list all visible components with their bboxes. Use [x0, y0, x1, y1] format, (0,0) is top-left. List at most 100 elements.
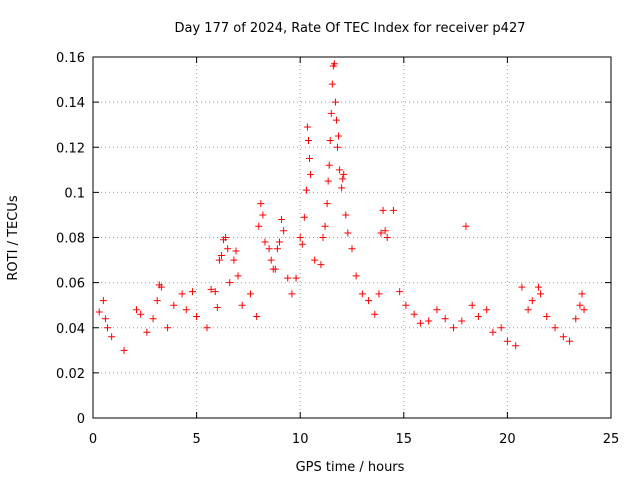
data-point — [215, 256, 223, 264]
data-point — [326, 136, 334, 144]
data-point — [104, 324, 112, 332]
data-point — [211, 288, 219, 296]
data-point — [503, 337, 511, 345]
data-point — [566, 337, 574, 345]
data-point — [230, 256, 238, 264]
data-point — [238, 301, 246, 309]
data-point — [534, 283, 542, 291]
data-point — [325, 161, 333, 169]
data-point — [344, 229, 352, 237]
data-point — [226, 279, 234, 287]
data-point — [157, 283, 165, 291]
data-point — [348, 245, 356, 253]
data-point — [328, 80, 336, 88]
data-point — [425, 317, 433, 325]
data-point — [246, 290, 254, 298]
data-point — [307, 170, 315, 178]
y-tick-label: 0.1 — [64, 186, 85, 201]
data-point — [149, 315, 157, 323]
data-point — [319, 234, 327, 241]
data-point — [143, 328, 151, 336]
data-point — [120, 346, 128, 354]
data-point — [317, 261, 325, 269]
data-point — [298, 240, 306, 248]
data-point — [273, 245, 281, 253]
data-point — [402, 301, 410, 309]
y-tick-label: 0.12 — [56, 141, 85, 156]
data-point — [311, 256, 319, 264]
data-point — [543, 312, 551, 320]
data-point — [416, 319, 424, 327]
data-point — [99, 297, 107, 305]
data-point — [559, 333, 567, 341]
data-point — [396, 288, 404, 296]
data-point — [306, 155, 314, 163]
data-point — [441, 315, 449, 323]
data-point — [518, 283, 526, 291]
x-axis-label: GPS time / hours — [296, 460, 405, 475]
data-point — [468, 301, 476, 309]
data-point — [265, 245, 273, 253]
x-tick-label: 15 — [396, 432, 413, 447]
data-point — [580, 306, 588, 314]
data-point — [292, 274, 300, 282]
data-point — [379, 206, 387, 214]
data-point — [259, 211, 267, 219]
data-point — [323, 200, 331, 208]
data-point — [232, 247, 240, 255]
y-tick-label: 0 — [77, 412, 85, 427]
y-axis-label: ROTI / TECUs — [6, 195, 21, 280]
y-axis-ticks: 0 0.02 0.04 0.06 0.08 0.1 0.12 0.14 0.16 — [56, 51, 611, 427]
y-tick-label: 0.16 — [56, 51, 85, 66]
data-point — [203, 324, 211, 332]
data-point — [275, 238, 283, 246]
data-point — [255, 222, 263, 230]
data-point — [497, 324, 505, 332]
x-tick-label: 20 — [499, 432, 516, 447]
data-point — [551, 324, 559, 332]
data-point — [342, 211, 350, 219]
data-point — [576, 301, 584, 309]
data-point — [324, 177, 332, 185]
data-point — [474, 312, 482, 320]
data-point — [178, 290, 186, 298]
data-point — [458, 317, 466, 325]
data-point — [170, 301, 178, 309]
data-point — [383, 234, 391, 241]
data-point — [300, 213, 308, 221]
data-point — [95, 308, 103, 316]
data-point — [462, 222, 470, 230]
data-point — [327, 109, 335, 117]
x-axis-ticks: 0 5 10 15 20 25 — [89, 57, 619, 447]
data-point — [331, 98, 339, 106]
data-point — [578, 290, 586, 298]
data-point — [253, 312, 261, 320]
data-point — [352, 272, 360, 280]
data-point — [512, 342, 520, 350]
data-point — [302, 186, 310, 194]
data-point — [207, 285, 215, 293]
data-point — [261, 238, 269, 246]
data-point — [304, 136, 312, 144]
data-point — [483, 306, 491, 314]
data-point — [213, 303, 221, 311]
data-point — [296, 234, 304, 241]
y-tick-label: 0.06 — [56, 277, 85, 292]
data-point — [375, 290, 383, 298]
data-point — [381, 227, 389, 235]
data-point — [288, 290, 296, 298]
data-point — [450, 324, 458, 332]
y-tick-label: 0.04 — [56, 322, 85, 337]
data-point — [433, 306, 441, 314]
data-point — [278, 215, 286, 223]
data-point — [528, 297, 536, 305]
data-point — [224, 245, 232, 253]
data-points-layer — [95, 60, 588, 354]
data-point — [330, 60, 338, 68]
data-point — [271, 265, 279, 273]
data-point — [410, 310, 418, 318]
data-point — [371, 310, 379, 318]
data-point — [182, 306, 190, 314]
x-tick-label: 5 — [192, 432, 200, 447]
